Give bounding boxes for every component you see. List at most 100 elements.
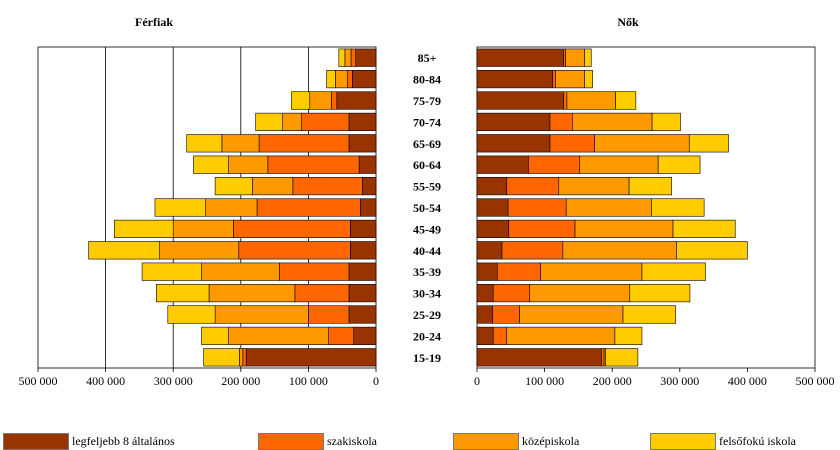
panel-1-bar-25-29-series-3	[214, 305, 309, 324]
panel-1-bar-15-19-series-1	[245, 348, 377, 367]
panel-1-bar-45-49-series-3	[172, 219, 234, 238]
panel-1-bar-30-34-series-2	[294, 284, 350, 303]
panel-2-bar-15-19-series-4	[605, 348, 639, 367]
panel-1-bar-20-24-series-1	[353, 326, 377, 345]
panel-2-title: Nők	[617, 15, 639, 29]
panel-1-bar-55-59-series-4	[214, 177, 253, 196]
panel-1-bar-40-44-series-4	[88, 241, 160, 260]
panel-2-bar-45-49-series-2	[508, 219, 576, 238]
panel-1-x-tick-label: 0	[373, 374, 379, 388]
panel-2-bar-50-54-series-3	[565, 198, 652, 217]
panel-1-bar-55-59-series-1	[362, 177, 377, 196]
panel-2-bar-70-74-series-2	[549, 112, 573, 131]
panel-2-bar-70-74-series-4	[651, 112, 681, 131]
panel-2-bar-30-34-series-2	[492, 284, 531, 303]
panel-1-bar-35-39-series-3	[201, 262, 280, 281]
panel-2-bar-60-64-series-2	[528, 155, 581, 174]
panel-2-bar-20-24-series-2	[492, 326, 508, 345]
panel-1-x-tick-label: 100 000	[289, 374, 328, 388]
panel-2-bar-45-49-series-1	[476, 219, 510, 238]
panel-2-bar-45-49-series-3	[574, 219, 674, 238]
panel-2-bar-60-64-series-3	[579, 155, 659, 174]
panel-1-bar-40-44-series-2	[238, 241, 351, 260]
panel-2-bar-85+-series-4	[584, 48, 592, 67]
panel-2-bar-75-79-series-4	[615, 91, 637, 110]
panel-2-bar-15-19-series-1	[476, 348, 602, 367]
panel-2-bar-50-54-series-4	[651, 198, 705, 217]
age-group-label: 30-34	[413, 287, 441, 301]
panel-1-bar-70-74-series-4	[255, 112, 284, 131]
panel-1-bar-85+-series-2	[350, 48, 357, 67]
panel-1-bar-65-69-series-1	[348, 134, 377, 153]
panel-2-bar-75-79-series-3	[566, 91, 616, 110]
panel-2-bar-75-79-series-1	[476, 91, 564, 110]
panel-1-bar-85+-series-1	[355, 48, 377, 67]
age-group-label: 15-19	[413, 351, 441, 365]
panel-2-bar-30-34-series-3	[529, 284, 631, 303]
panel-1-bar-45-49-series-2	[233, 219, 351, 238]
panel-1-bar-25-29-series-2	[308, 305, 350, 324]
legend-swatch-2	[258, 433, 324, 450]
panel-1-bar-65-69-series-2	[258, 134, 350, 153]
chart-canvas: 500 000 400 000 300 000 200 000 100 000 0 Férf…	[19, 15, 835, 388]
panel-1-bar-70-74-series-2	[301, 112, 350, 131]
panel-1-bar-55-59-series-3	[251, 177, 294, 196]
panel-1-bar-30-34-series-3	[208, 284, 296, 303]
panel-2-bar-85+-series-2	[563, 48, 566, 67]
panel-1-bar-25-29-series-4	[167, 305, 216, 324]
panel-2-bar-30-34-series-4	[629, 284, 691, 303]
panel-2-x-tick-label: 300 000	[660, 374, 699, 388]
panel-1-bar-75-79-series-2	[331, 91, 338, 110]
panel-1-bar-25-29-series-1	[348, 305, 377, 324]
panel-1-bar-65-69-series-4	[186, 134, 223, 153]
panel-2-bar-25-29-series-3	[519, 305, 624, 324]
panel-2-bar-40-44-series-2	[501, 241, 564, 260]
legend-swatch-1	[3, 433, 69, 450]
panel-1-bar-85+-series-3	[344, 48, 352, 67]
age-group-label: 20-24	[413, 329, 441, 343]
panel-2-bar-60-64-series-4	[657, 155, 701, 174]
panel-2-bar-20-24-series-1	[476, 326, 494, 345]
legend-label-2: szakiskola	[327, 434, 377, 448]
panel-1-bar-20-24-series-4	[201, 326, 229, 345]
panel-2-bar-35-39-series-4	[641, 262, 706, 281]
panel-1-bar-50-54-series-3	[205, 198, 258, 217]
panel-2-bar-35-39-series-1	[476, 262, 498, 281]
panel-2-bar-15-19-series-2	[601, 348, 605, 367]
panel-1-bar-80-84-series-4	[326, 70, 336, 89]
panel-1-bar-50-54-series-1	[360, 198, 377, 217]
age-group-label: 80-84	[413, 73, 441, 87]
panel-2-bar-65-69-series-4	[688, 134, 729, 153]
panel-1-bar-80-84-series-1	[352, 70, 377, 89]
panel-1-bar-35-39-series-4	[141, 262, 202, 281]
panel-2-bar-25-29-series-1	[476, 305, 493, 324]
panel-2-bar-75-79-series-2	[563, 91, 568, 110]
panel-1-bar-15-19-series-3	[239, 348, 244, 367]
panel-1-bar-50-54-series-2	[256, 198, 361, 217]
panel-2-bar-80-84-series-4	[584, 70, 593, 89]
panel-1-bar-75-79-series-1	[336, 91, 377, 110]
panel-1-bar-75-79-series-3	[309, 91, 332, 110]
panel-1-bar-20-24-series-2	[328, 326, 354, 345]
panel-1-bar-60-64-series-1	[358, 155, 377, 174]
panel-2-x-tick-label: 0	[474, 374, 480, 388]
panel-1-bar-60-64-series-4	[193, 155, 229, 174]
panel-1-bar-40-44-series-1	[350, 241, 377, 260]
legend-swatch-3	[453, 433, 519, 450]
panel-2-x-tick-label: 400 000	[728, 374, 767, 388]
panel-2-bar-80-84-series-3	[555, 70, 585, 89]
age-group-label: 75-79	[413, 94, 441, 108]
panel-1-bar-60-64-series-2	[267, 155, 360, 174]
panel-1-bar-15-19-series-2	[242, 348, 247, 367]
panel-1-x-tick-label: 400 000	[86, 374, 125, 388]
age-group-label: 50-54	[413, 201, 441, 215]
panel-2-bar-55-59-series-4	[628, 177, 672, 196]
panel-2-bar-20-24-series-3	[506, 326, 616, 345]
panel-2-bar-55-59-series-3	[558, 177, 630, 196]
panel-1-bar-40-44-series-3	[159, 241, 240, 260]
chart-legend: legfeljebb 8 általános szakiskola középi…	[0, 431, 840, 450]
legend-swatch-4	[650, 433, 716, 450]
panel-1-bar-35-39-series-2	[279, 262, 350, 281]
panel-2-bar-50-54-series-1	[476, 198, 509, 217]
